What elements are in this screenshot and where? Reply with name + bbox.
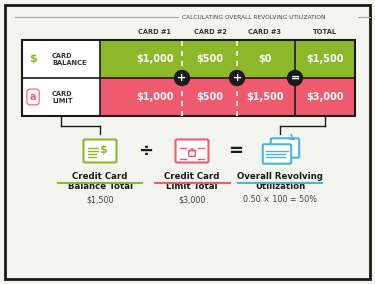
Text: $1,000: $1,000 (136, 54, 174, 64)
Text: $500: $500 (196, 54, 223, 64)
FancyBboxPatch shape (271, 138, 299, 158)
FancyBboxPatch shape (100, 40, 295, 78)
Text: $3,000: $3,000 (178, 195, 206, 204)
FancyBboxPatch shape (5, 5, 370, 279)
Text: $3,000: $3,000 (306, 92, 344, 102)
Text: CARD #1: CARD #1 (138, 29, 171, 35)
Text: Overall Revolving
Utilization: Overall Revolving Utilization (237, 172, 323, 191)
Text: $: $ (29, 54, 37, 64)
FancyBboxPatch shape (189, 151, 195, 156)
Text: CARD #2: CARD #2 (194, 29, 226, 35)
Text: $1,500: $1,500 (86, 195, 114, 204)
Text: ÷: ÷ (138, 142, 153, 160)
Text: CARD #3: CARD #3 (249, 29, 282, 35)
Text: a: a (30, 92, 36, 102)
Text: CARD
LIMIT: CARD LIMIT (52, 91, 73, 103)
Text: CALCULATING OVERALL REVOLVING UTILIZATION: CALCULATING OVERALL REVOLVING UTILIZATIO… (182, 14, 326, 20)
FancyBboxPatch shape (295, 78, 355, 116)
Text: $: $ (99, 145, 107, 155)
Circle shape (288, 70, 303, 85)
FancyBboxPatch shape (22, 40, 100, 78)
Text: $1,500: $1,500 (306, 54, 344, 64)
Text: =: = (290, 73, 300, 83)
FancyBboxPatch shape (263, 144, 291, 164)
FancyBboxPatch shape (84, 139, 117, 162)
Text: TOTAL: TOTAL (313, 29, 337, 35)
FancyBboxPatch shape (22, 78, 100, 116)
Text: Credit Card
Balance Total: Credit Card Balance Total (68, 172, 132, 191)
Text: $0: $0 (258, 54, 272, 64)
Circle shape (230, 70, 244, 85)
Text: =: = (228, 142, 243, 160)
Text: +: + (177, 73, 187, 83)
Text: +: + (232, 73, 242, 83)
FancyBboxPatch shape (295, 40, 355, 78)
Text: $1,000: $1,000 (136, 92, 174, 102)
Text: CARD
BALANCE: CARD BALANCE (52, 53, 87, 66)
FancyBboxPatch shape (176, 139, 208, 162)
Text: 0.50 × 100 = 50%: 0.50 × 100 = 50% (243, 195, 317, 204)
FancyBboxPatch shape (100, 78, 295, 116)
Text: Credit Card
Limit Total: Credit Card Limit Total (164, 172, 220, 191)
Circle shape (174, 70, 189, 85)
Text: $1,500: $1,500 (246, 92, 284, 102)
Text: $500: $500 (196, 92, 223, 102)
